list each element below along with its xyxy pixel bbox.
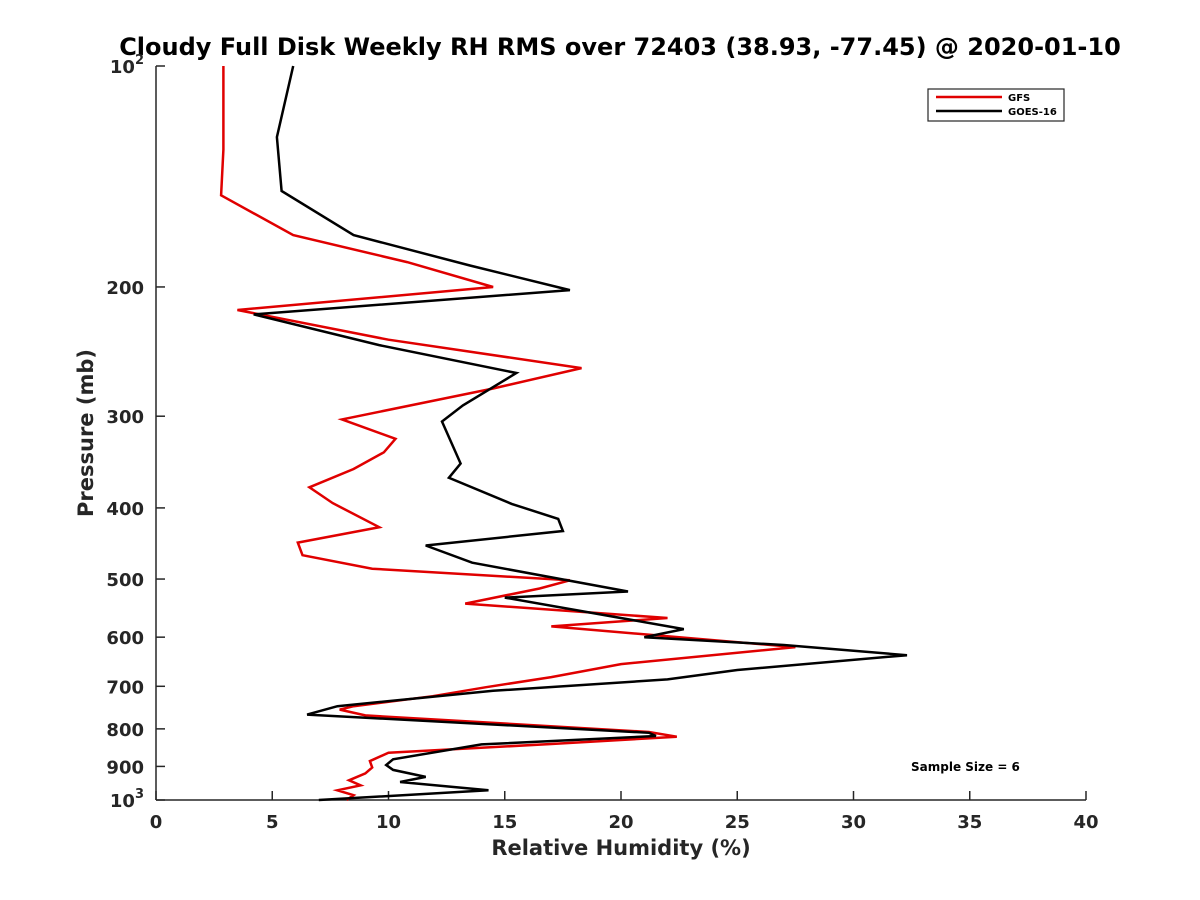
plot-area [155,66,1086,801]
y-tick-label: 102 [110,53,144,78]
y-tick-label: 900 [106,757,144,778]
y-tick-label: 200 [106,278,144,299]
series-line-gfs [219,66,796,802]
y-tick-label: 600 [106,628,144,649]
legend: GFS GOES-16 [927,88,1065,122]
x-tick-label: 40 [1073,812,1098,833]
y-tick-label: 800 [106,720,144,741]
y-tick-label: 103 [110,787,144,812]
y-tick-label: 500 [106,570,144,591]
x-tick-label: 15 [492,812,517,833]
legend-box [927,88,1065,122]
x-tick-label: 5 [266,812,279,833]
legend-label-gfs: GFS [1008,93,1030,104]
x-tick-label: 10 [376,812,401,833]
series-lines [219,65,908,802]
y-tick-label: 700 [106,677,144,698]
y-tick-label: 400 [106,499,144,520]
x-tick-label: 0 [150,812,163,833]
x-tick-label: 35 [957,812,982,833]
legend-label-goes16: GOES-16 [1008,107,1057,118]
x-tick-label: 25 [725,812,750,833]
sample-size-annotation: Sample Size = 6 [911,760,1020,774]
x-tick-label: 30 [841,812,866,833]
y-axis-ticks: 102 200 300 400 500 600 700 800 900 103 [106,53,165,812]
x-axis-label: Relative Humidity (%) [491,836,750,860]
series-line-goes16 [253,65,908,802]
y-axis-label: Pressure (mb) [74,349,98,517]
x-tick-label: 20 [608,812,633,833]
y-tick-label: 300 [106,407,144,428]
chart-title: Cloudy Full Disk Weekly RH RMS over 7240… [119,33,1121,61]
x-axis-ticks: 0 5 10 15 20 25 30 35 40 [150,791,1099,833]
